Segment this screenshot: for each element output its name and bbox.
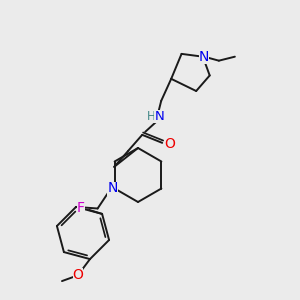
- Text: O: O: [73, 268, 83, 282]
- Text: O: O: [164, 137, 175, 151]
- Text: F: F: [77, 201, 85, 215]
- Text: N: N: [199, 50, 209, 64]
- Text: N: N: [107, 182, 118, 196]
- Text: H: H: [147, 110, 156, 123]
- Text: N: N: [154, 110, 164, 123]
